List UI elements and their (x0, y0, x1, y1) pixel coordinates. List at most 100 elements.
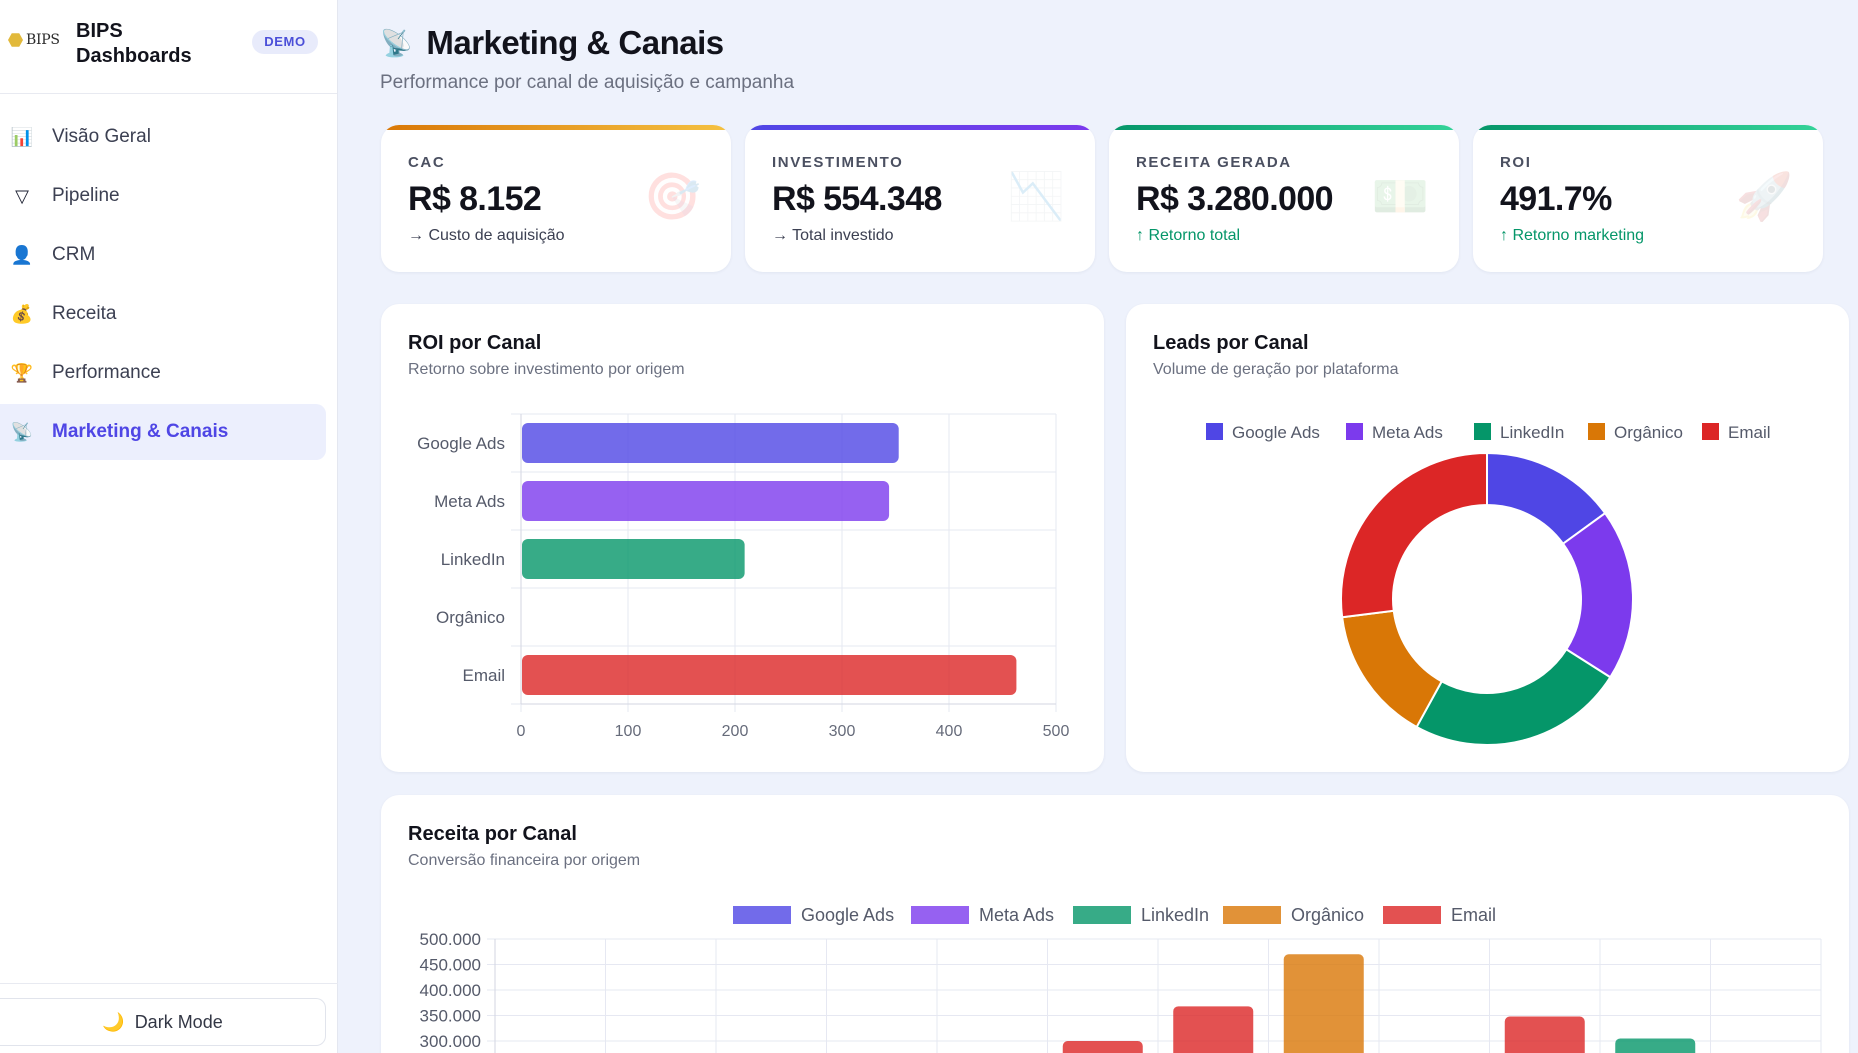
legend-swatch (1383, 906, 1441, 924)
page-subtitle: Performance por canal de aquisição e cam… (380, 72, 795, 93)
kpi-value: 491.7% (1500, 180, 1612, 218)
kpi-value: R$ 8.152 (408, 180, 542, 218)
x-tick-label: 200 (722, 723, 749, 740)
kpi-label: CAC (408, 154, 446, 171)
rocket-icon: 🚀 (1735, 170, 1793, 222)
donut-slice[interactable] (1340, 451, 1488, 619)
panel-subtitle: Conversão financeira por origem (408, 852, 641, 869)
sidebar: BIPS BIPS Dashboards DEMO 📊 Visão Geral ▽ P… (0, 0, 338, 1053)
legend-label: Google Ads (801, 905, 894, 925)
panel-title: Receita por Canal (408, 823, 577, 845)
kpi-value: R$ 3.280.000 (1136, 180, 1334, 218)
kpi-card-roi: ROI 491.7% ↑ Retorno marketing 🚀 (1473, 125, 1823, 272)
legend-label: Google Ads (1232, 423, 1320, 442)
money-icon: 💵 (1371, 170, 1429, 222)
roi-bar[interactable] (522, 423, 899, 463)
kpi-value: R$ 554.348 (772, 180, 942, 218)
receita-bar[interactable] (1173, 1006, 1254, 1053)
roi-bar[interactable] (522, 539, 745, 579)
x-tick-label: 300 (829, 723, 856, 740)
funnel-icon: ▽ (15, 185, 29, 206)
sidebar-item-performance[interactable]: 🏆 Performance (0, 345, 326, 401)
trophy-icon: 🏆 (10, 362, 34, 383)
kpi-card-receita-gerada: RECEITA GERADA R$ 3.280.000 ↑ Retorno tota… (1109, 125, 1459, 272)
kpi-accent-bar (745, 125, 1095, 130)
page-header: 📡 Marketing & Canais Performance por can… (380, 24, 794, 94)
legend-label: LinkedIn (1141, 905, 1209, 925)
sidebar-item-crm[interactable]: 👤 CRM (0, 227, 326, 283)
chart-decreasing-icon: 📉 (1007, 170, 1065, 222)
legend-swatch (1346, 423, 1363, 440)
donut-slice[interactable] (1341, 609, 1444, 729)
y-tick-label: 400.000 (420, 981, 481, 1000)
dark-mode-label: Dark Mode (134, 1011, 223, 1032)
x-tick-label: 400 (936, 723, 963, 740)
satellite-dish-icon: 📡 (10, 421, 34, 442)
donut-slice[interactable] (1561, 511, 1634, 679)
sidebar-item-pipeline[interactable]: ▽ Pipeline (0, 168, 326, 224)
legend-swatch (1702, 423, 1719, 440)
roi-chart-panel: ROI por Canal Retorno sobre investimento… (381, 304, 1104, 772)
kpi-accent-bar (1109, 125, 1459, 130)
y-category-label: Meta Ads (434, 492, 505, 511)
receita-bar[interactable] (1615, 1038, 1696, 1053)
sidebar-item-label: Performance (52, 362, 161, 383)
x-tick-label: 100 (615, 723, 642, 740)
target-icon: 🎯 (643, 170, 701, 222)
leads-donut-chart: Google Ads Meta Ads LinkedIn Orgânico Email (1206, 423, 1771, 746)
kpi-label: RECEITA GERADA (1136, 154, 1292, 171)
brand-title-line1: BIPS (76, 20, 123, 42)
legend-label: Orgânico (1614, 423, 1683, 442)
donut-slice[interactable] (1415, 647, 1612, 746)
brand-logo[interactable]: BIPS (8, 32, 60, 48)
roi-bar-chart: 0 100 200 300 400 500 Google Ads Meta Ads Linked… (417, 413, 1069, 740)
y-category-label: Email (462, 666, 505, 685)
y-category-label: Google Ads (417, 434, 505, 453)
brand-title-line2: Dashboards (76, 45, 192, 67)
roi-bar[interactable] (522, 481, 890, 521)
sidebar-item-label: CRM (52, 244, 96, 265)
bar-chart-icon: 📊 (10, 126, 34, 147)
panel-subtitle: Volume de geração por plataforma (1153, 361, 1399, 378)
money-bag-icon: 💰 (10, 303, 34, 324)
kpi-label: INVESTIMENTO (772, 154, 904, 171)
sidebar-item-label: Marketing & Canais (52, 421, 229, 442)
kpi-label: ROI (1500, 154, 1532, 171)
kpi-accent-bar (1473, 125, 1823, 130)
legend-swatch (911, 906, 969, 924)
legend-label: Meta Ads (979, 905, 1054, 925)
legend-label: Meta Ads (1372, 423, 1443, 442)
brand-header: BIPS BIPS Dashboards DEMO (0, 0, 337, 94)
legend-label: LinkedIn (1500, 423, 1564, 442)
y-category-label: Orgânico (436, 608, 505, 627)
moon-icon: 🌙 (102, 1011, 125, 1032)
dark-mode-toggle[interactable]: 🌙 Dark Mode (0, 998, 326, 1046)
receita-bar[interactable] (1283, 954, 1364, 1053)
receita-bar-chart: Google Ads Meta Ads LinkedIn Orgânico Email 5… (420, 905, 1822, 1053)
y-tick-label: 450.000 (420, 956, 481, 975)
panel-title: ROI por Canal (408, 332, 542, 354)
sidebar-item-vis-o-geral[interactable]: 📊 Visão Geral (0, 109, 326, 165)
sidebar-item-label: Receita (52, 303, 117, 324)
roi-bar[interactable] (522, 655, 1017, 695)
sidebar-item-receita[interactable]: 💰 Receita (0, 286, 326, 342)
legend-label: Orgânico (1291, 905, 1364, 925)
legend-swatch (1223, 906, 1281, 924)
y-tick-label: 350.000 (420, 1007, 481, 1026)
receita-bar[interactable] (1504, 1016, 1585, 1053)
legend-swatch (1206, 423, 1223, 440)
legend-label: Email (1451, 905, 1496, 925)
legend-swatch (1073, 906, 1131, 924)
kpi-subtext: → Total investido (772, 227, 894, 244)
legend-swatch (1588, 423, 1605, 440)
y-category-label: LinkedIn (441, 550, 505, 569)
legend-label: Email (1728, 423, 1771, 442)
satellite-dish-icon: 📡 (380, 27, 413, 58)
legend-swatch (733, 906, 791, 924)
person-icon: 👤 (10, 244, 34, 265)
y-tick-label: 300.000 (420, 1032, 481, 1051)
sidebar-item-label: Pipeline (52, 185, 120, 206)
kpi-subtext: ↑ Retorno total (1136, 227, 1241, 244)
sidebar-item-marketing-canais[interactable]: 📡 Marketing & Canais (0, 404, 326, 460)
receita-bar[interactable] (1062, 1041, 1143, 1053)
